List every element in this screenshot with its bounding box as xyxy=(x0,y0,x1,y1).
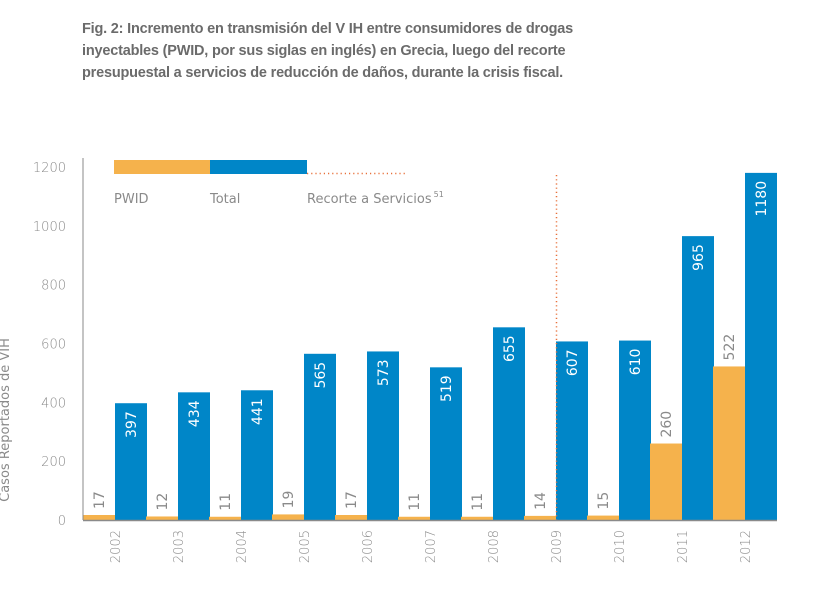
bar-pwid xyxy=(146,516,178,520)
x-tick-label: 2005 xyxy=(298,530,313,563)
data-label-pwid: 11 xyxy=(470,493,486,511)
x-axis-ticks: 2002 2003 2004 2005 2006 2007 2008 2009 2010 2011… xyxy=(109,530,754,563)
x-tick-label: 2004 xyxy=(235,530,250,563)
bar-pwid xyxy=(209,516,241,520)
title-line: presupuestal a servicios de reducción de… xyxy=(82,65,564,81)
bar-pwid xyxy=(83,514,115,520)
y-tick-label: 600 xyxy=(41,338,66,353)
bar-total xyxy=(241,390,273,520)
data-label-pwid: 14 xyxy=(533,492,549,510)
data-label-total: 573 xyxy=(376,359,392,386)
x-tick-label: 2003 xyxy=(172,530,187,563)
bar-total xyxy=(178,392,210,520)
data-label-pwid: 19 xyxy=(281,491,297,509)
data-label-total: 565 xyxy=(313,362,329,389)
data-label-pwid: 17 xyxy=(344,491,360,509)
data-label-pwid: 11 xyxy=(407,493,423,511)
y-tick-label: 0 xyxy=(58,514,66,529)
x-tick-label: 2007 xyxy=(424,530,439,563)
data-label-pwid: 12 xyxy=(155,493,171,511)
y-tick-label: 1200 xyxy=(33,161,66,176)
legend-label-cut: Recorte a Servicios 51 xyxy=(307,190,444,207)
x-tick-label: 2002 xyxy=(109,530,124,563)
bar-pwid xyxy=(524,515,556,520)
title-line: Fig. 2: Incremento en transmisión del V … xyxy=(82,21,573,37)
data-label-total: 607 xyxy=(565,349,581,376)
bar-total xyxy=(619,340,651,520)
data-label-pwid: 522 xyxy=(722,334,738,361)
legend-label-cut-text: Recorte a Servicios xyxy=(307,192,432,207)
y-axis-label: Casos Reportados de VIH xyxy=(0,338,13,502)
legend-swatch-total xyxy=(210,160,307,174)
legend-label-cut-sup: 51 xyxy=(434,190,444,199)
bar-total xyxy=(367,351,399,520)
data-label-total: 965 xyxy=(691,244,707,271)
data-label-pwid: 15 xyxy=(596,492,612,510)
data-label-total: 1180 xyxy=(754,181,770,217)
x-tick-label: 2012 xyxy=(739,530,754,563)
bar-pwid xyxy=(398,516,430,520)
data-label-total: 441 xyxy=(250,398,266,425)
x-tick-label: 2010 xyxy=(613,530,628,563)
y-tick-label: 800 xyxy=(41,279,66,294)
data-label-total: 397 xyxy=(124,411,140,438)
bar-total xyxy=(430,367,462,520)
y-tick-label: 400 xyxy=(41,396,66,411)
y-axis-ticks: 0 200 400 600 800 1000 1200 xyxy=(33,161,66,529)
bar-total xyxy=(682,236,714,521)
data-label-total: 434 xyxy=(187,400,203,427)
data-label-pwid: 260 xyxy=(659,411,675,438)
bar-total xyxy=(115,403,147,520)
data-label-total: 655 xyxy=(502,335,518,362)
bar-total xyxy=(745,172,777,520)
bar-pwid xyxy=(335,514,367,520)
data-label-pwid: 17 xyxy=(92,491,108,509)
data-label-total: 610 xyxy=(628,349,644,376)
x-tick-label: 2006 xyxy=(361,530,376,563)
bar-total xyxy=(304,353,336,520)
bar-pwid xyxy=(587,515,619,520)
bar-pwid xyxy=(272,514,304,520)
data-label-total: 519 xyxy=(439,375,455,402)
legend-label-total: Total xyxy=(209,192,240,207)
bar-total xyxy=(493,327,525,520)
bar-pwid xyxy=(713,366,745,520)
y-tick-label: 200 xyxy=(41,455,66,470)
figure-title: Fig. 2: Incremento en transmisión del V … xyxy=(82,18,682,84)
bar-pwid xyxy=(650,443,682,520)
x-tick-label: 2009 xyxy=(550,530,565,563)
bar-total xyxy=(556,341,588,520)
legend-label-pwid: PWID xyxy=(114,192,149,207)
y-tick-label: 1000 xyxy=(33,220,66,235)
x-tick-label: 2011 xyxy=(676,530,691,563)
data-label-pwid: 11 xyxy=(218,493,234,511)
title-line: inyectables (PWID, por sus siglas en ing… xyxy=(82,43,566,59)
bars: 17 397 12 434 11 441 19 565 17 573 11 519 11 655 14 607… xyxy=(83,172,777,521)
bar-pwid xyxy=(461,516,493,520)
legend-swatch-pwid xyxy=(114,160,210,174)
x-tick-label: 2008 xyxy=(487,530,502,563)
legend: PWID Total Recorte a Servicios 51 xyxy=(114,160,444,207)
